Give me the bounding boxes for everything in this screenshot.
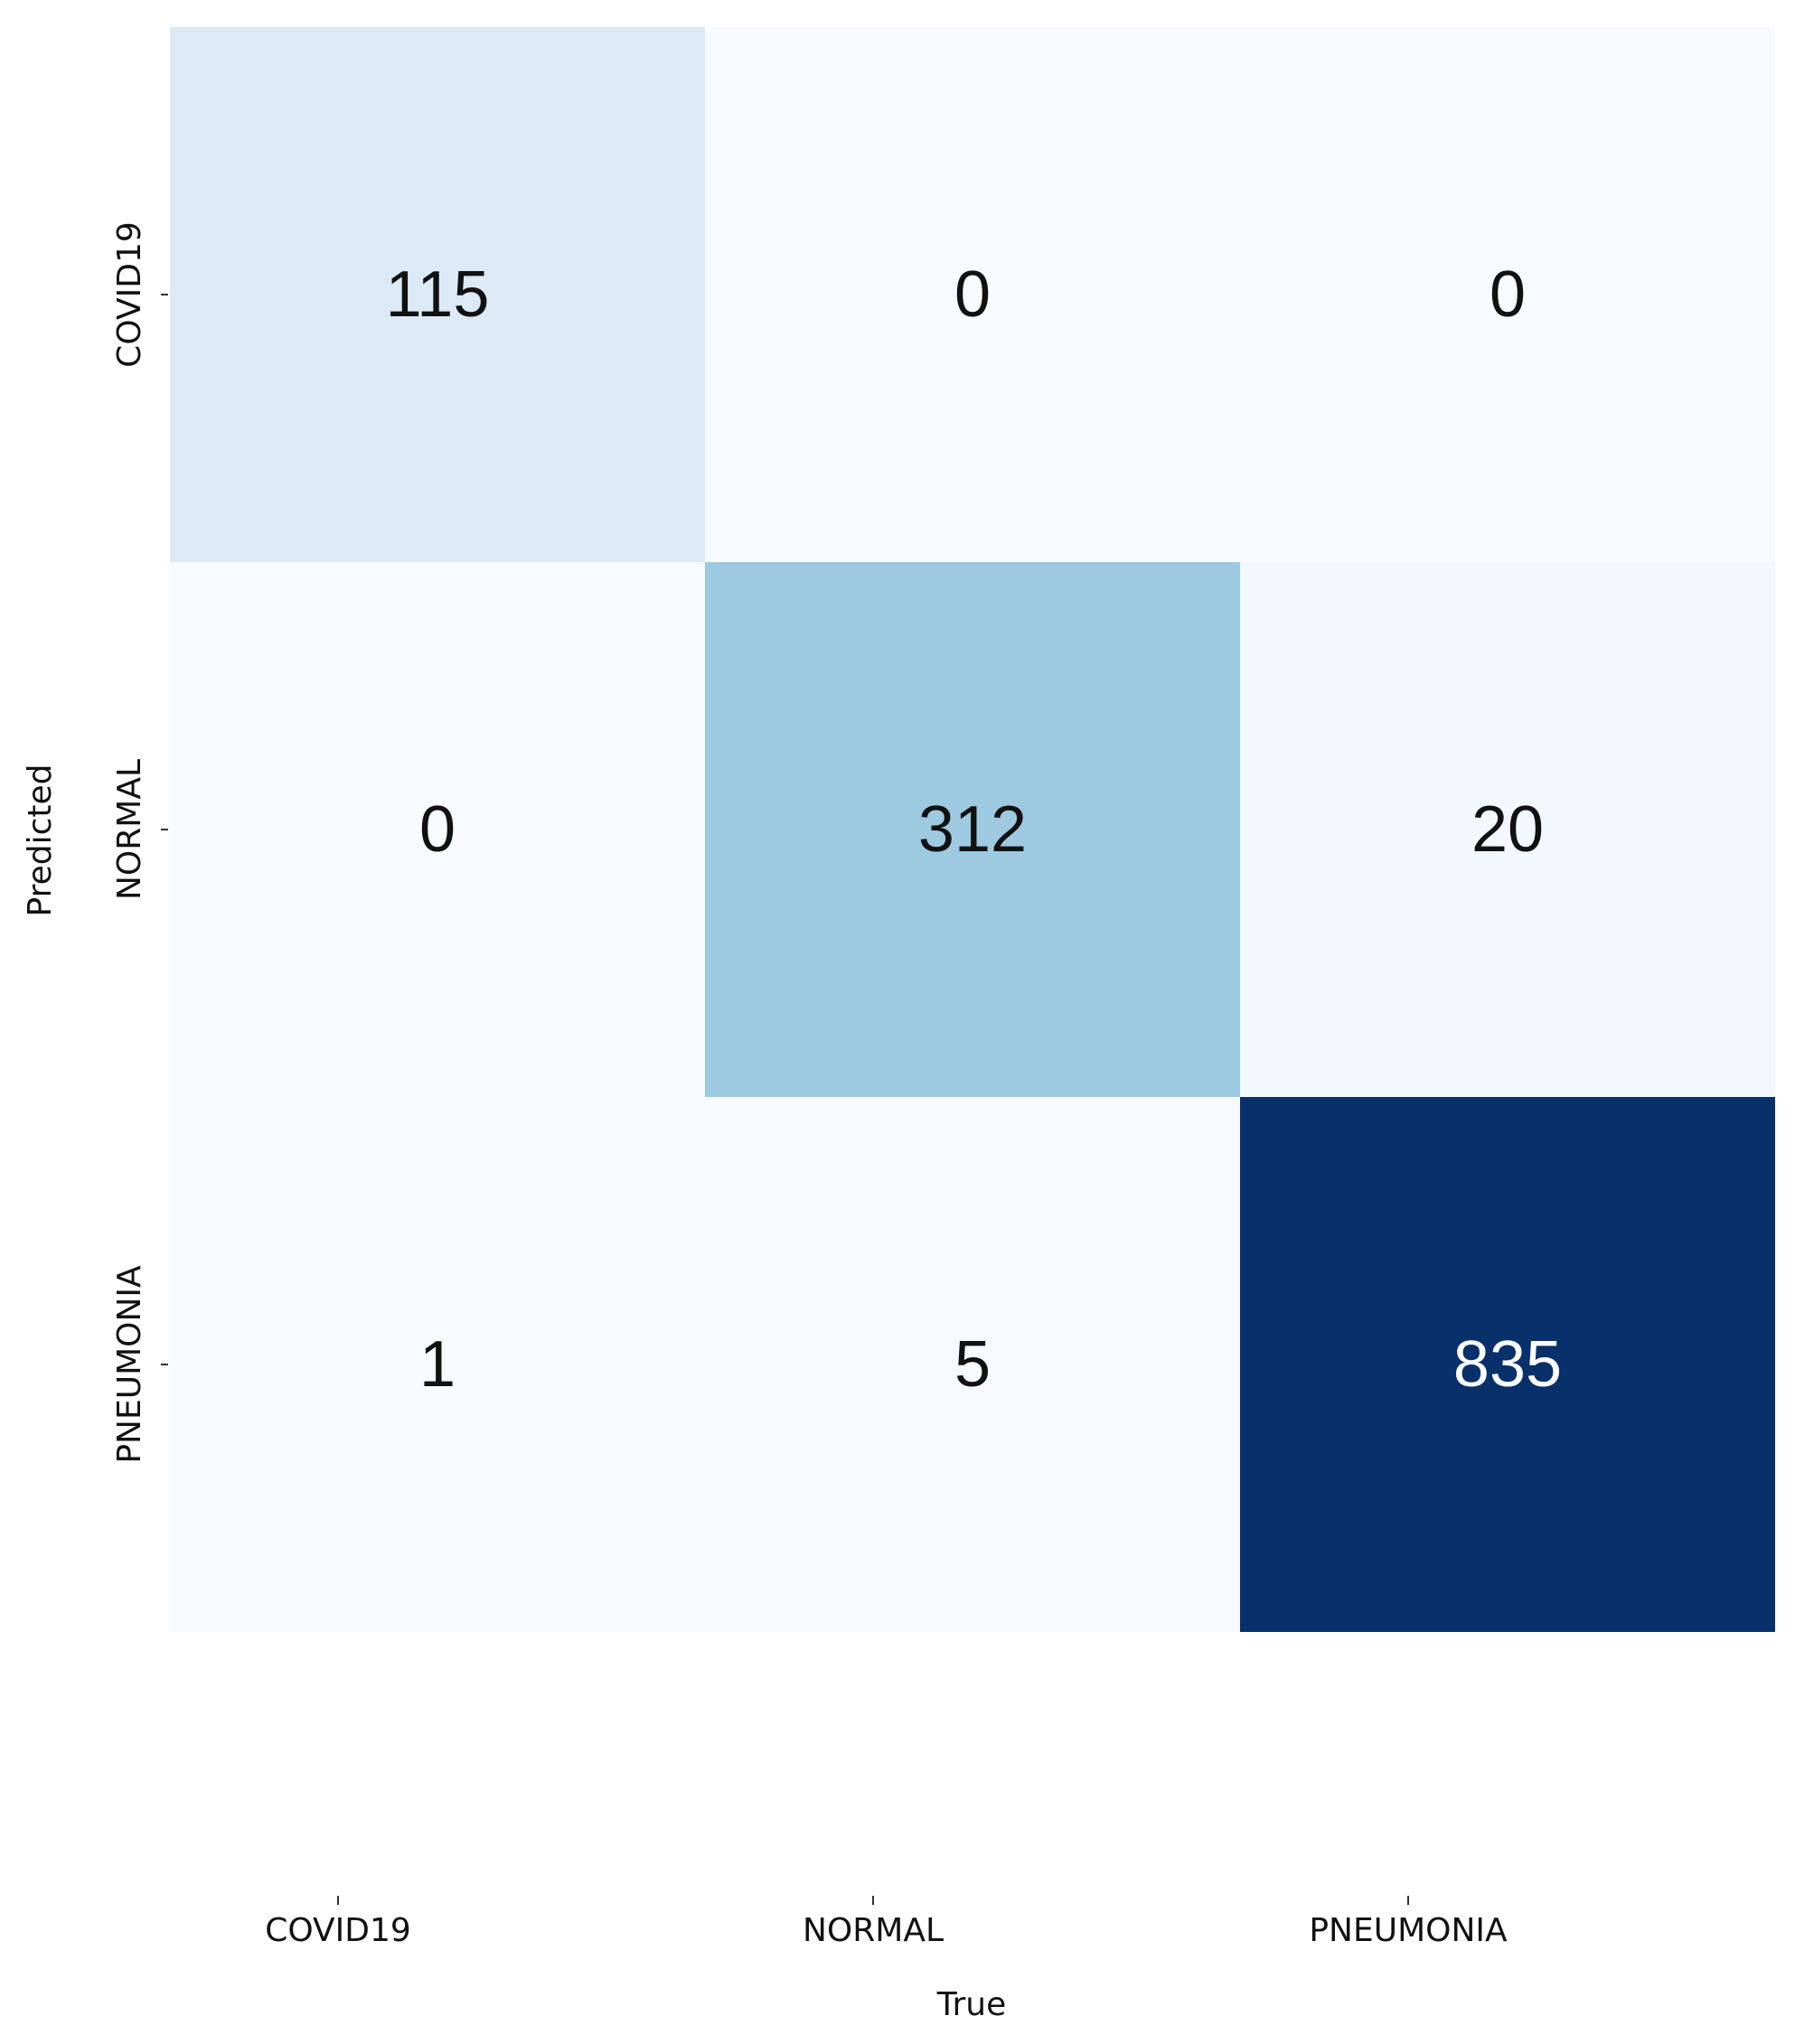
- cell-value-label: 312: [918, 793, 1027, 866]
- heatmap-cells: [170, 27, 1775, 1632]
- cell-value-label: 5: [954, 1328, 991, 1401]
- x-tick-label: PNEUMONIA: [1309, 1912, 1508, 1949]
- y-tick-label: COVID19: [111, 221, 148, 368]
- x-tick-label: NORMAL: [803, 1912, 944, 1949]
- heatmap-cell: [1240, 1097, 1775, 1632]
- y-tick-label: PNEUMONIA: [111, 1265, 148, 1464]
- cell-value-label: 835: [1453, 1328, 1562, 1401]
- cell-value-label: 0: [954, 258, 991, 331]
- heatmap-cell: [170, 1097, 705, 1632]
- heatmap-cell: [1240, 27, 1775, 562]
- cell-value-label: 20: [1471, 793, 1544, 866]
- heatmap-cell: [705, 1097, 1240, 1632]
- heatmap-cell: [705, 562, 1240, 1097]
- heatmap-cell: [170, 27, 705, 562]
- y-axis-ticks: COVID19 NORMAL PNEUMONIA: [111, 221, 168, 1464]
- heatmap-cell: [705, 27, 1240, 562]
- y-tick-label: NORMAL: [111, 759, 148, 900]
- x-axis-label: True: [936, 1986, 1006, 2023]
- x-axis-ticks: COVID19 NORMAL PNEUMONIA: [265, 1896, 1508, 1949]
- heatmap-cell: [170, 562, 705, 1097]
- cell-value-label: 1: [419, 1328, 456, 1401]
- cell-value-label: 0: [1490, 258, 1526, 331]
- cell-annotations: 115 0 0 0 312 20 1 5 835: [386, 258, 1562, 1401]
- cell-value-label: 0: [419, 793, 456, 866]
- x-tick-label: COVID19: [265, 1912, 411, 1949]
- heatmap-cell: [1240, 562, 1775, 1097]
- y-axis-label: Predicted: [22, 764, 59, 917]
- cell-value-label: 115: [386, 258, 490, 331]
